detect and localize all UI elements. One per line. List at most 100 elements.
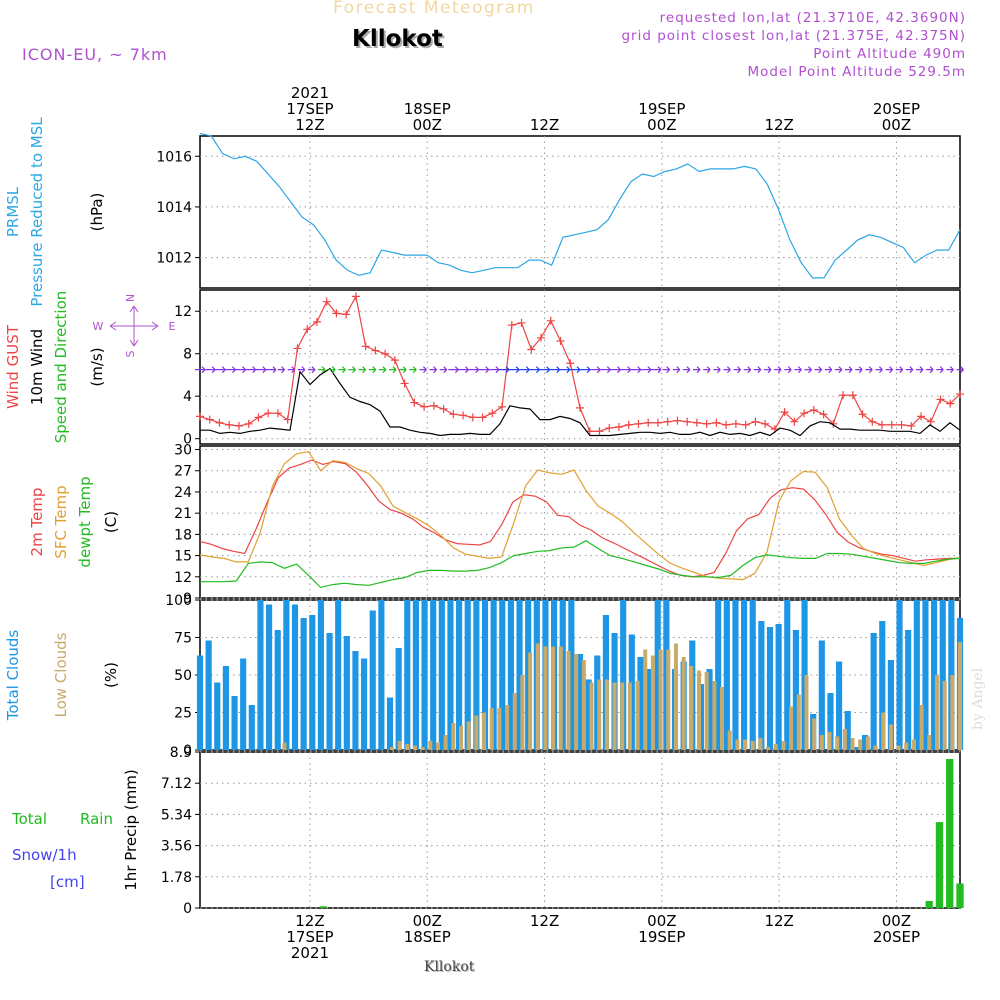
time-label-bottom: 00Z: [882, 912, 911, 930]
panel-frame-pressure: [199, 135, 961, 289]
total_clouds-bar: [222, 666, 229, 750]
y-tick-label: 30: [174, 443, 192, 459]
wind-direction-arrow: [590, 366, 601, 374]
low_clouds-bar: [919, 705, 924, 750]
total_clouds-bar: [732, 600, 739, 750]
wind-direction-arrow: [753, 366, 762, 374]
gust-marker: [390, 356, 399, 365]
panel-frame-wind: [199, 289, 961, 445]
gust-marker: [936, 395, 945, 404]
y-tick-label: 21: [174, 506, 192, 522]
gust-marker: [907, 421, 916, 430]
gust-marker: [780, 408, 789, 417]
gust-marker: [546, 316, 555, 325]
gust-marker: [897, 420, 906, 429]
wind-direction-arrow: [255, 366, 267, 374]
low_clouds-bar: [558, 646, 563, 750]
low_clouds-bar: [712, 681, 717, 750]
panel-temperature: [195, 445, 961, 599]
y-axis-label: 10m Wind: [28, 329, 46, 405]
wind-direction-arrow: [703, 366, 711, 374]
low_clouds-bar: [865, 736, 870, 750]
wind-direction-arrow: [610, 366, 621, 374]
gust-marker: [731, 419, 740, 428]
total_clouds-bar: [905, 630, 912, 750]
gust-marker: [761, 419, 770, 428]
low_clouds-bar: [911, 739, 916, 750]
total_clouds-bar: [240, 658, 247, 750]
low_clouds-bar: [574, 654, 579, 750]
total_clouds-bar: [317, 600, 324, 750]
total_clouds-bar: [248, 705, 255, 750]
low_clouds-bar: [819, 735, 824, 750]
gust-marker: [614, 423, 623, 432]
wind-direction-arrow: [580, 366, 591, 374]
compass-west: W: [93, 320, 104, 333]
gust-marker: [273, 409, 282, 418]
gust-marker: [234, 421, 243, 430]
total_clouds-bar: [896, 600, 903, 750]
low_clouds-bar: [420, 747, 425, 750]
total_clouds-bar: [706, 669, 713, 750]
wind-direction-arrow: [429, 366, 437, 374]
low_clouds-bar: [451, 723, 456, 750]
wind-direction-arrow: [519, 366, 530, 374]
time-label-top: 17SEP: [286, 100, 333, 118]
model-label: ICON-EU, ~ 7km: [22, 45, 168, 64]
rain-label-rain: Rain: [80, 810, 113, 828]
gust-marker: [946, 399, 955, 408]
gust-marker: [595, 427, 604, 436]
gust-marker: [312, 317, 321, 326]
total_clouds-bar: [395, 648, 402, 750]
gust-marker: [692, 418, 701, 427]
y-axis-label: Low Clouds: [52, 632, 70, 717]
wind-direction-arrow: [539, 366, 550, 374]
y-axis-label: dewpt Temp: [76, 476, 94, 567]
wind-direction-arrow: [328, 366, 336, 374]
total_clouds-bar: [447, 600, 454, 750]
y-axis-label: (m/s): [88, 347, 106, 386]
total_clouds-bar: [715, 600, 722, 750]
total_clouds-bar: [326, 633, 333, 750]
low_clouds-bar: [835, 736, 840, 750]
wind-direction-arrow: [774, 366, 782, 374]
low_clouds-bar: [466, 721, 471, 750]
gust-marker: [809, 406, 818, 415]
total_clouds-bar: [861, 735, 869, 750]
precip-axis-label: 1hr Precip (mm): [122, 769, 140, 890]
y-tick-label: 12: [174, 570, 192, 586]
panel-precip: [195, 751, 964, 909]
compass-north: N: [124, 294, 137, 302]
low_clouds-bar: [812, 718, 817, 750]
total_clouds-bar: [853, 747, 860, 750]
total_clouds-bar: [257, 600, 264, 750]
y-tick-label: 18: [174, 527, 192, 543]
wind-direction-arrow: [834, 366, 843, 374]
total_clouds-bar: [412, 600, 419, 750]
footer-location: Kllokot: [424, 959, 475, 975]
gust-marker: [800, 409, 809, 418]
gust-marker: [371, 346, 380, 355]
total_clouds-bar: [300, 618, 307, 750]
y-tick-label: 1016: [156, 149, 192, 165]
low_clouds-bar: [766, 747, 771, 750]
wind-direction-arrow: [549, 366, 561, 374]
gust-marker: [332, 309, 341, 318]
wind-direction-arrow: [743, 366, 752, 374]
low_clouds-bar: [535, 643, 540, 750]
total_clouds-bar: [585, 679, 592, 750]
total_clouds-bar: [343, 636, 350, 750]
y-axis-label: SFC Temp: [52, 485, 70, 558]
panel-frame-precip: [199, 751, 961, 909]
gust-marker: [254, 413, 263, 422]
low_clouds-bar: [727, 730, 732, 750]
low_clouds-bar: [673, 643, 678, 750]
time-label-top: 00Z: [882, 116, 911, 134]
low_clouds-bar: [750, 741, 755, 750]
location-title: Kllokot: [352, 26, 443, 52]
gust-marker: [751, 417, 760, 426]
point-altitude: Point Altitude 490m: [813, 46, 966, 62]
y-tick-label: 8.9: [170, 745, 192, 761]
time-label-top: 12Z: [764, 116, 793, 134]
low_clouds-bar: [735, 739, 740, 750]
